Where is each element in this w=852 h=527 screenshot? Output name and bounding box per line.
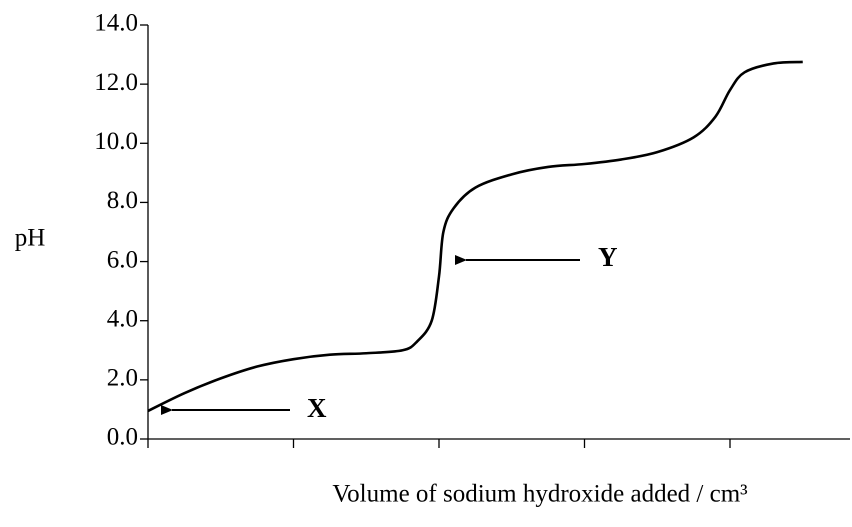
annotation: Y [598,242,618,272]
y-tick-label: 14.0 [94,10,138,37]
y-axis-label: pH [15,225,46,252]
y-tick-label: 8.0 [107,187,138,214]
y-tick-label: 2.0 [107,365,138,392]
titration-curve [147,60,803,413]
y-tick-label: 0.0 [107,424,138,451]
annotation: X [307,393,327,423]
y-tick-label: 4.0 [107,305,138,332]
y-tick-label: 6.0 [107,246,138,273]
y-tick-label: 10.0 [94,128,138,155]
y-tick-label: 12.0 [94,69,138,96]
x-axis-label: Volume of sodium hydroxide added / cm³ [332,481,748,508]
